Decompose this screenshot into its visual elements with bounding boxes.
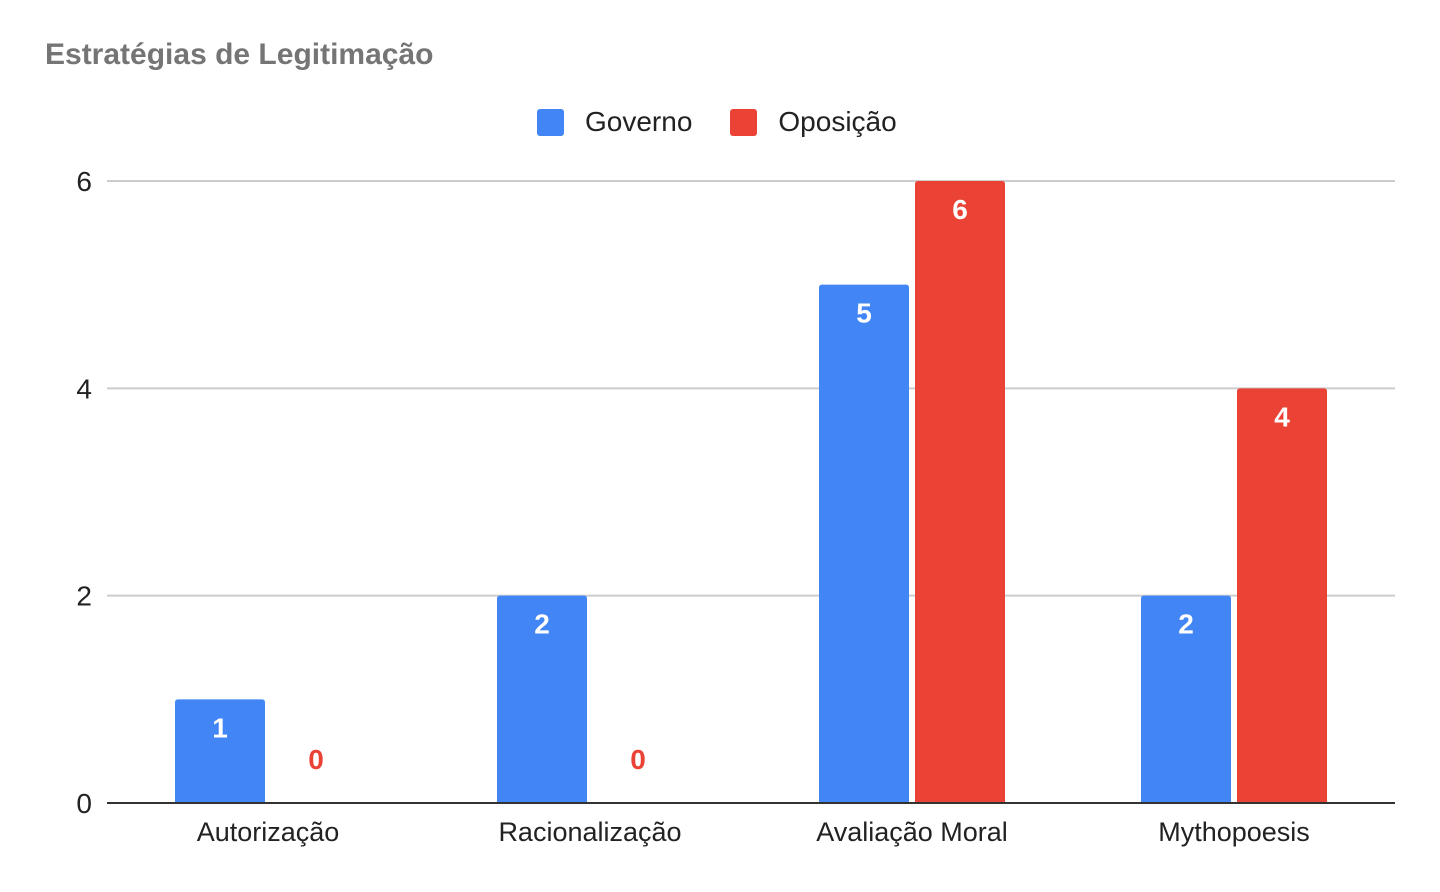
legend-label-governo: Governo xyxy=(585,106,693,137)
bar xyxy=(175,699,265,803)
y-tick-label: 4 xyxy=(76,373,92,404)
x-tick-label: Racionalização xyxy=(498,817,681,847)
bar xyxy=(497,595,587,803)
y-tick-label: 0 xyxy=(76,788,92,819)
chart-title: Estratégias de Legitimação xyxy=(45,38,434,71)
bar-data-label: 0 xyxy=(308,744,324,775)
y-tick-label: 6 xyxy=(76,166,92,197)
bar xyxy=(915,181,1005,803)
bar-data-label: 2 xyxy=(534,609,550,640)
legend-swatch-governo xyxy=(537,108,564,136)
y-tick-label: 2 xyxy=(76,581,92,612)
x-tick-label: Avaliação Moral xyxy=(816,817,1008,847)
x-tick-label: Mythopoesis xyxy=(1158,817,1310,847)
bar xyxy=(819,284,909,804)
legend-swatch-oposicao xyxy=(730,108,758,136)
bar-data-label: 2 xyxy=(1178,609,1194,640)
x-tick-label: Autorização xyxy=(197,817,340,847)
bar xyxy=(1141,595,1231,803)
bar-data-label: 6 xyxy=(952,194,968,225)
bar-data-label: 1 xyxy=(212,712,228,743)
bar xyxy=(1237,388,1327,803)
legend-item-oposicao[interactable]: Oposição xyxy=(730,106,897,138)
bar-data-label: 4 xyxy=(1274,401,1290,432)
bar-data-label: 0 xyxy=(630,744,646,775)
legend-item-governo[interactable]: Governo xyxy=(537,106,692,138)
bar-data-label: 5 xyxy=(856,298,872,329)
legend-label-oposicao: Oposição xyxy=(778,106,897,137)
legend: Governo Oposição xyxy=(537,103,935,141)
